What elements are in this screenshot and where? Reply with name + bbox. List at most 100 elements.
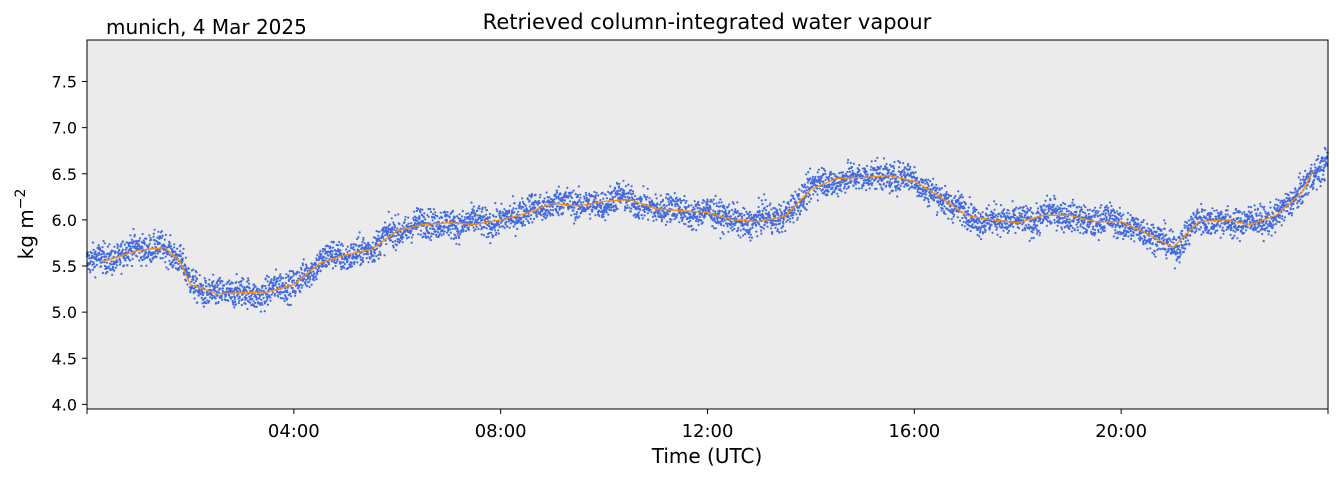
scatter-point [823,184,826,187]
scatter-point [116,246,119,249]
scatter-point [484,213,488,216]
scatter-point [906,172,909,175]
scatter-point [732,213,735,216]
scatter-point [1110,204,1113,208]
scatter-point [214,284,217,287]
scatter-point [503,214,507,217]
scatter-point [840,190,843,193]
scatter-point [474,212,477,215]
scatter-point [195,277,199,281]
scatter-point [543,208,546,211]
scatter-point [629,210,632,213]
scatter-point [407,222,410,225]
scatter-point [209,296,212,299]
scatter-point [1072,220,1075,223]
scatter-point [658,203,662,206]
scatter-point [1082,204,1085,207]
scatter-point [561,196,564,199]
scatter-point [828,183,831,186]
scatter-point [350,265,354,268]
scatter-point [1059,207,1062,210]
scatter-point [538,196,542,199]
scatter-point [106,270,109,274]
scatter-point [291,281,294,284]
scatter-point [640,197,644,200]
scatter-point [140,256,143,259]
scatter-point [865,189,868,192]
scatter-point [503,226,506,230]
scatter-point [431,219,434,222]
scatter-point [993,200,996,203]
scatter-point [138,237,141,240]
scatter-point [238,299,241,302]
scatter-point [1037,211,1040,214]
scatter-point [446,231,449,234]
scatter-point [739,229,742,232]
scatter-point [746,224,749,227]
scatter-point [479,215,483,218]
scatter-point [868,187,871,190]
scatter-point [634,195,637,198]
scatter-point [768,214,771,217]
scatter-point [769,202,772,205]
scatter-point [356,237,359,241]
scatter-point [454,225,458,228]
scatter-point [109,253,112,256]
scatter-point [164,255,167,258]
scatter-point [1021,228,1024,232]
scatter-point [252,287,255,290]
scatter-point [263,300,266,303]
scatter-point [248,287,251,290]
scatter-point [192,268,195,271]
scatter-point [211,282,214,285]
scatter-point [1079,231,1082,234]
scatter-point [347,267,350,270]
scatter-point [171,248,174,251]
scatter-point [601,202,604,205]
scatter-point [488,225,491,228]
scatter-point [1097,230,1100,234]
scatter-point [675,196,678,199]
scatter-point [1019,206,1023,209]
scatter-point [488,231,491,235]
scatter-point [698,204,701,207]
scatter-point [129,245,132,248]
scatter-point [848,170,851,173]
scatter-point [1033,223,1036,226]
scatter-point [902,168,906,171]
scatter-point [430,235,433,238]
scatter-point [631,197,634,200]
scatter-point [431,216,434,219]
scatter-point [385,243,388,246]
scatter-point [119,261,122,264]
scatter-point [850,180,853,183]
scatter-point [845,172,848,175]
scatter-point [744,233,747,236]
scatter-point [100,258,103,261]
scatter-point [465,212,468,215]
scatter-point [325,257,328,260]
scatter-point [541,210,544,213]
scatter-point [256,288,259,291]
scatter-point [451,209,454,212]
scatter-point [143,241,146,244]
scatter-point [816,171,819,174]
scatter-point [714,194,717,198]
scatter-point [545,216,548,219]
scatter-point [1046,211,1049,215]
scatter-point [607,213,610,216]
scatter-point [712,198,715,201]
scatter-point [955,204,958,207]
scatter-point [302,279,305,282]
scatter-point [521,200,525,204]
scatter-point [158,242,162,245]
scatter-point [224,298,227,302]
scatter-point [1099,223,1102,226]
scatter-point [449,212,453,215]
scatter-point [387,231,390,234]
scatter-point [771,232,774,235]
scatter-point [89,260,92,263]
scatter-point [390,217,393,220]
scatter-point [361,257,364,260]
scatter-point [319,250,322,253]
